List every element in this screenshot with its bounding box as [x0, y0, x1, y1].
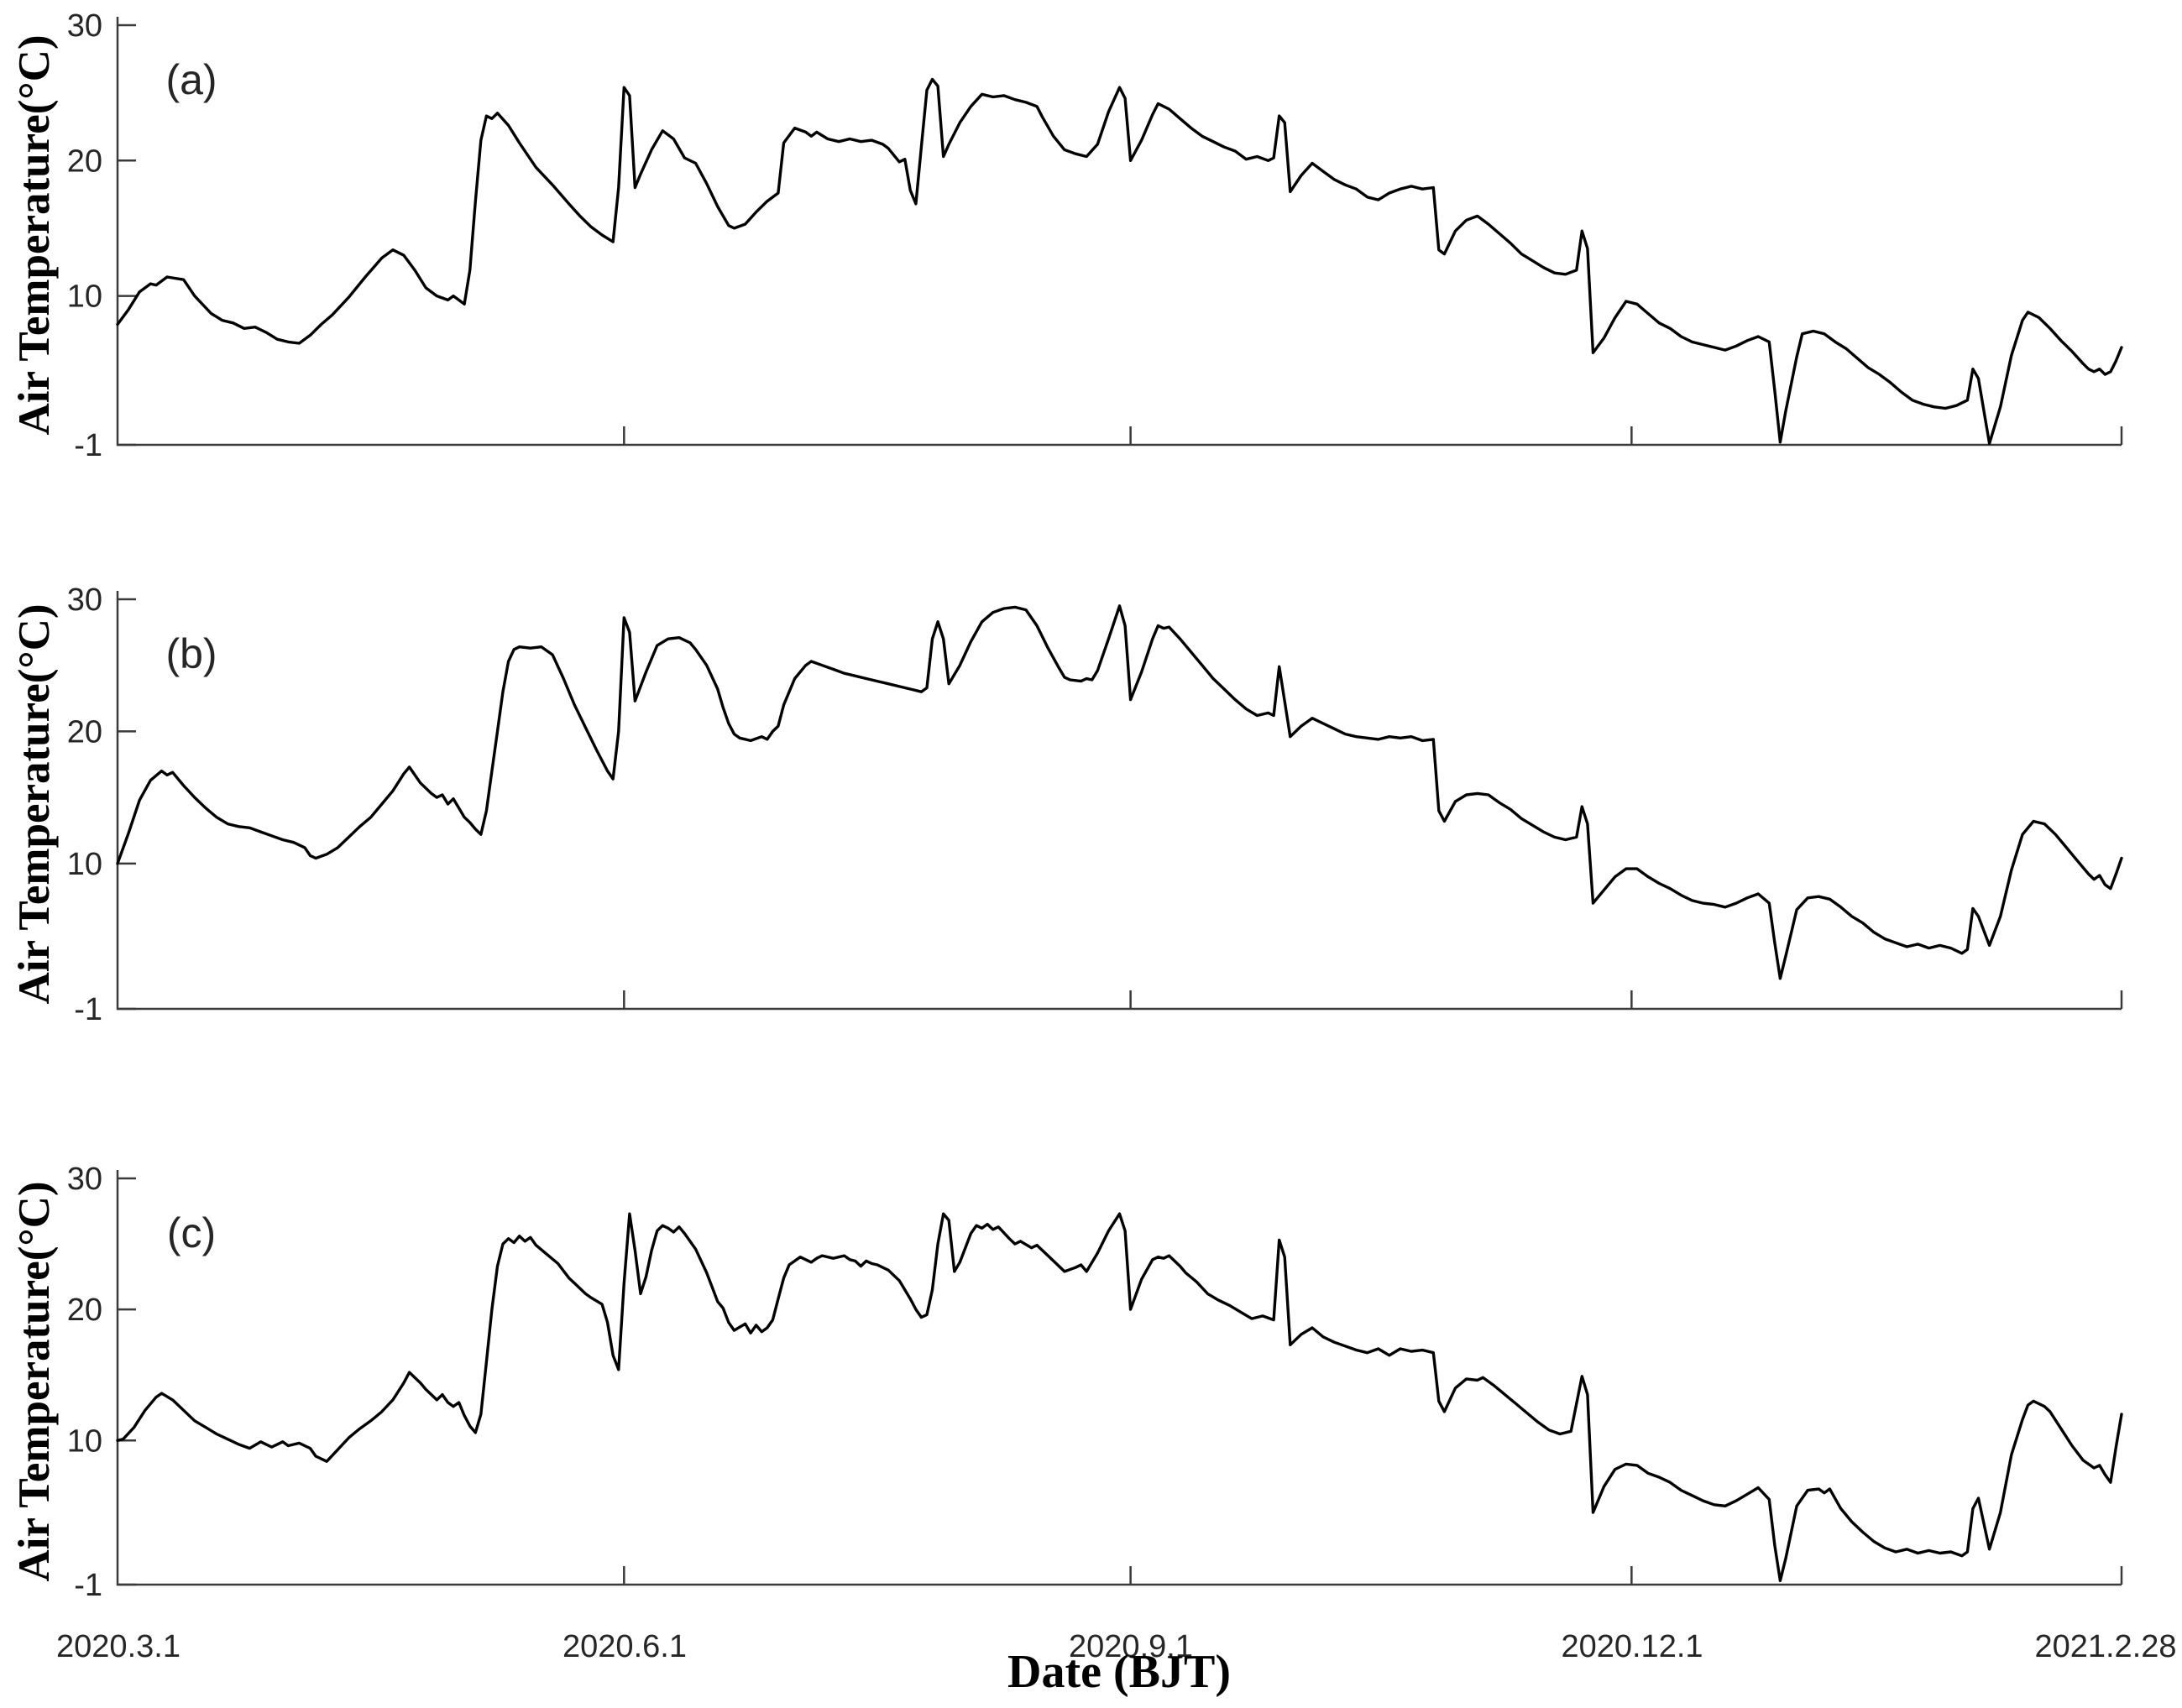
axis-line — [116, 17, 2122, 447]
panel-b-axes: 30 20 10 -1 — [67, 582, 2123, 1027]
y-tick-label: 30 — [67, 1162, 102, 1197]
panel-b-letter: (b) — [165, 630, 217, 677]
panel-a-axes: 30 20 10 -1 — [67, 8, 2123, 463]
x-tick-labels: 2020.3.1 2020.6.1 2020.9.1 2020.12.1 202… — [56, 1629, 2176, 1664]
y-tick-label: 20 — [67, 714, 102, 750]
axis-line — [116, 1170, 2122, 1586]
y-tick-label: -1 — [74, 428, 102, 463]
panel-b: 30 20 10 -1 (b) Air Temperature(°C) — [10, 582, 2123, 1027]
panel-c: 30 20 10 -1 (c) Air Temperature(°C) — [10, 1162, 2123, 1603]
panel-b-temperature-line — [116, 604, 2123, 980]
y-tick-label: -1 — [74, 992, 102, 1027]
x-axis-title: Date (BJT) — [1007, 1646, 1231, 1698]
y-tick-label: -1 — [74, 1568, 102, 1603]
panel-a-temperature-line — [116, 77, 2123, 446]
y-tick-label: 20 — [67, 1293, 102, 1328]
x-tick-label-4: 2021.2.28 — [2034, 1629, 2176, 1664]
panel-a-letter: (a) — [165, 56, 217, 103]
y-tick-label: 10 — [67, 279, 102, 315]
x-tick-label-0: 2020.3.1 — [56, 1629, 181, 1664]
panel-c-letter: (c) — [167, 1209, 216, 1256]
y-tick-label: 30 — [67, 582, 102, 618]
y-tick-label: 30 — [67, 8, 102, 44]
y-tick-label: 10 — [67, 1423, 102, 1459]
panel-c-temperature-line — [116, 1212, 2123, 1583]
panel-a-y-axis-title: Air Temperature(°C) — [10, 34, 59, 435]
y-tick-label: 10 — [67, 847, 102, 882]
y-tick-label: 20 — [67, 144, 102, 179]
x-tick-label-2: 2020.9.1 — [1069, 1629, 1193, 1664]
panel-b-y-axis-title: Air Temperature(°C) — [10, 603, 59, 1004]
axis-line — [116, 591, 2122, 1011]
panel-a: 30 20 10 -1 (a) Air Temperature(°C) — [10, 8, 2123, 463]
panel-c-axes: 30 20 10 -1 — [67, 1162, 2123, 1603]
x-tick-label-1: 2020.6.1 — [563, 1629, 687, 1664]
panel-c-y-axis-title: Air Temperature(°C) — [10, 1181, 59, 1581]
x-tick-label-3: 2020.12.1 — [1561, 1629, 1703, 1664]
